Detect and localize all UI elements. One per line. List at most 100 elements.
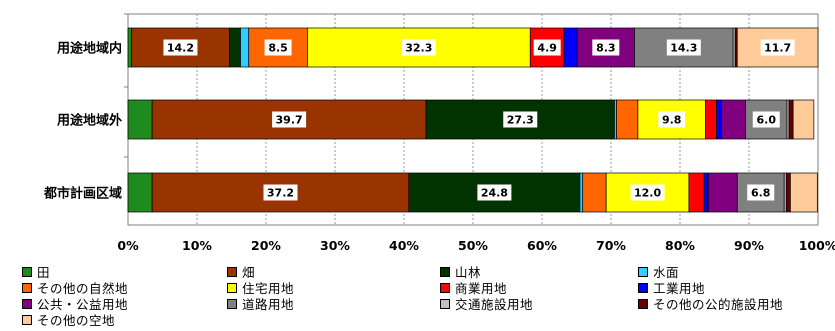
legend-label: その他の空地 xyxy=(37,313,116,328)
x-tick-label: 70% xyxy=(596,238,626,253)
bar-segment xyxy=(127,27,132,68)
data-label: 27.3 xyxy=(507,114,534,127)
bar-segment xyxy=(703,172,709,213)
legend-label: 田 xyxy=(37,265,51,280)
bar-segment xyxy=(792,99,815,140)
legend-swatch xyxy=(440,266,450,277)
legend-swatch xyxy=(22,298,32,309)
legend-item: 水面 xyxy=(638,262,679,281)
legend-item: その他の公的施設用地 xyxy=(638,294,783,313)
data-label: 11.7 xyxy=(764,42,791,55)
legend-swatch xyxy=(22,314,32,325)
legend-swatch xyxy=(22,266,32,277)
legend-swatch xyxy=(227,266,237,277)
legend-item: 公共・公益用地 xyxy=(22,294,128,313)
bar-segment xyxy=(408,172,581,213)
x-tick-labels: 0% 10% 20% 30% 40% 50% 60% 70% 80% 90% 100% xyxy=(117,238,835,253)
legend-item: 山林 xyxy=(440,262,481,281)
legend-label: 住宅用地 xyxy=(242,281,295,296)
x-tick-label: 20% xyxy=(251,238,281,253)
data-label: 14.2 xyxy=(167,42,194,55)
bar-segment xyxy=(721,99,746,140)
bar-segment xyxy=(790,172,818,213)
legend-label: 畑 xyxy=(242,265,256,280)
data-label-box xyxy=(477,184,512,201)
x-tick-label: 60% xyxy=(527,238,557,253)
x-tick-label: 80% xyxy=(665,238,695,253)
bar-segment xyxy=(229,27,241,68)
data-label-box xyxy=(752,111,780,128)
bar-segment xyxy=(716,99,722,140)
legend-item: 田 xyxy=(22,262,50,281)
bars: 14.2 8.5 32.3 4.9 8.3 14.3 11.7 39.7 27.3 9.8 6.0 3… xyxy=(127,27,819,213)
legend-label: 商業用地 xyxy=(455,281,508,296)
x-tick-label: 10% xyxy=(182,238,212,253)
bar-segment xyxy=(785,172,791,213)
legend-item: 商業用地 xyxy=(440,278,507,297)
bar-segment xyxy=(579,172,584,213)
data-label: 39.7 xyxy=(276,114,303,127)
data-label: 37.2 xyxy=(267,187,294,200)
bar-segment xyxy=(688,172,705,213)
legend-swatch xyxy=(638,298,648,309)
legend-swatch xyxy=(638,282,648,293)
data-label-box xyxy=(163,39,198,56)
bar-segment xyxy=(127,99,153,140)
legend-label: 交通施設用地 xyxy=(455,297,534,312)
legend-label: 山林 xyxy=(455,265,482,280)
legend: 田 畑 山林 水面その他の自然地 住宅用地 商業用地 工業用地公共・公益用地 道路用地 交通施設… xyxy=(22,262,830,328)
bar-segment xyxy=(705,99,717,140)
bar-segment xyxy=(127,172,153,213)
data-label-box xyxy=(401,39,436,56)
legend-swatch xyxy=(227,298,237,309)
data-label-box xyxy=(760,39,795,56)
data-label-box xyxy=(272,111,307,128)
legend-label: 道路用地 xyxy=(242,297,295,312)
data-label: 12.0 xyxy=(634,187,661,200)
legend-item: その他の自然地 xyxy=(22,278,128,297)
legend-swatch xyxy=(440,282,450,293)
data-label-box xyxy=(264,39,292,56)
bar-segment xyxy=(616,99,639,140)
data-label: 8.5 xyxy=(268,42,288,55)
bar-segment xyxy=(582,172,607,213)
category-label: 都市計画区域 xyxy=(43,186,122,202)
legend-label: 工業用地 xyxy=(653,281,706,296)
data-label-box xyxy=(630,184,665,201)
x-tick-label: 50% xyxy=(458,238,488,253)
data-label: 24.8 xyxy=(481,187,508,200)
bar-segment xyxy=(240,27,250,68)
legend-item: 住宅用地 xyxy=(227,278,294,297)
legend-swatch xyxy=(22,282,32,293)
legend-swatch xyxy=(440,298,450,309)
legend-label: その他の公的施設用地 xyxy=(653,297,784,312)
legend-swatch xyxy=(638,266,648,277)
legend-item: その他の空地 xyxy=(22,310,115,329)
data-label-box xyxy=(666,39,701,56)
data-label-box xyxy=(503,111,538,128)
legend-label: その他の自然地 xyxy=(37,281,129,296)
data-label-box xyxy=(592,39,620,56)
legend-item: 道路用地 xyxy=(227,294,294,313)
bar-segment xyxy=(788,99,794,140)
data-label: 32.3 xyxy=(405,42,432,55)
data-label: 6.0 xyxy=(757,114,777,127)
legend-label: 公共・公益用地 xyxy=(37,297,129,312)
legend-item: 交通施設用地 xyxy=(440,294,533,313)
data-label-box xyxy=(263,184,298,201)
bar-segment xyxy=(707,172,738,213)
data-label-box xyxy=(533,39,561,56)
x-tick-label: 100% xyxy=(799,238,835,253)
data-label: 9.8 xyxy=(662,114,682,127)
x-tick-label: 30% xyxy=(320,238,350,253)
legend-label: 水面 xyxy=(653,265,680,280)
data-label: 14.3 xyxy=(670,42,697,55)
x-tick-label: 90% xyxy=(734,238,764,253)
legend-swatch xyxy=(227,282,237,293)
data-label-box xyxy=(747,184,775,201)
legend-item: 畑 xyxy=(227,262,255,281)
data-label: 8.3 xyxy=(596,42,616,55)
x-tick-label: 0% xyxy=(117,238,139,253)
data-label: 6.8 xyxy=(751,187,771,200)
